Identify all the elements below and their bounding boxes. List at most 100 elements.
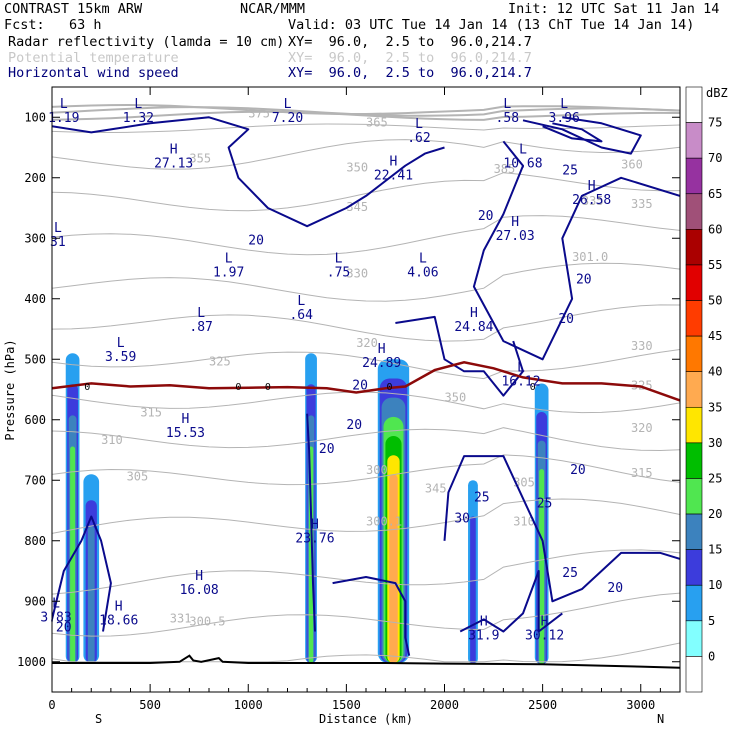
extremum-L-marker-6: L — [415, 117, 423, 132]
theta-contour-9 — [52, 304, 680, 342]
field3-xy: XY= 96.0, 2.5 to 96.0,214.7 — [288, 65, 532, 81]
wind-contour-9 — [52, 515, 112, 632]
colorbar-level-5: 5 — [708, 614, 715, 628]
extremum-value-13: 1.97 — [213, 265, 244, 280]
colorbar-swatch-7 — [685, 335, 703, 373]
colorbar-swatch-1 — [685, 122, 703, 159]
theta-label-1: 375 — [248, 106, 270, 120]
colorbar-swatch-5 — [685, 264, 703, 301]
extremum-H-marker-8: H — [390, 155, 398, 170]
wind-contour-6 — [332, 576, 411, 656]
extremum-L-marker-3: L — [284, 97, 292, 112]
wind-contour-3 — [522, 116, 642, 155]
x-tick-label-1000: 1000 — [234, 698, 263, 712]
colorbar-unit: dBZ — [706, 86, 728, 100]
theta-label-12: 305 — [127, 469, 149, 483]
extremum-value-25: 3.83 — [40, 610, 71, 625]
extremum-value-22: 15.53 — [166, 426, 205, 441]
wind-label-7: 20 — [319, 442, 335, 457]
reflectivity-col-5-band-2 — [470, 516, 476, 664]
extremum-value-12: 27.03 — [496, 229, 535, 244]
theta-contour-17 — [52, 103, 680, 115]
x-tick-label-0: 0 — [48, 698, 55, 712]
theta-contour-5 — [52, 454, 680, 486]
theta-contour-12 — [52, 172, 680, 212]
theta-label-27: 335 — [631, 197, 653, 211]
y-tick-label-600: 600 — [24, 413, 46, 427]
theta-contour-10 — [52, 262, 680, 302]
theta-label-10: 315 — [140, 406, 162, 420]
extremum-value-5: 3.96 — [549, 111, 580, 126]
theta-contour-13 — [52, 139, 680, 170]
x-tick-label-500: 500 — [139, 698, 161, 712]
extremum-value-3: 7.20 — [272, 111, 303, 126]
freezing-level-label-5: 0 — [530, 382, 536, 393]
colorbar-level-40: 40 — [708, 365, 722, 379]
y-tick-label-100: 100 — [24, 110, 46, 124]
theta-label-25: 350 — [445, 391, 467, 405]
wind-label-11: 25 — [474, 490, 490, 505]
wind-label-5: 20 — [576, 273, 592, 288]
extremum-value-1: 1.19 — [48, 111, 79, 126]
colorbar-swatch-13 — [685, 549, 703, 586]
extremum-L-marker-9: L — [519, 143, 527, 158]
wind-label-8: 20 — [570, 463, 586, 478]
field2-xy: XY= 96.0, 2.5 to 96.0,214.7 — [288, 50, 532, 66]
extremum-value-4: .58 — [496, 111, 519, 126]
theta-label-21: 320 — [631, 421, 653, 435]
extremum-value-11: 31 — [50, 235, 66, 250]
theta-label-15: 300.5 — [189, 614, 225, 628]
theta-label-13: 300 — [366, 463, 388, 477]
extremum-value-28: 30.12 — [525, 628, 564, 643]
theta-contour-4 — [52, 498, 680, 534]
theta-label-18: 385 — [494, 162, 516, 176]
wind-label-1: 20 — [248, 233, 264, 248]
theta-label-24: 305 — [513, 475, 535, 489]
freezing-level-label-1: 0 — [84, 382, 90, 393]
colorbar-level-10: 10 — [708, 578, 722, 592]
theta-label-14: 300.1 — [366, 515, 402, 529]
terrain-layer — [52, 654, 680, 669]
colorbar-level-50: 50 — [708, 294, 722, 308]
field2-name: Potential temperature — [8, 50, 179, 66]
x-end-label-south: S — [95, 712, 102, 726]
reflectivity-col-2-band-3 — [87, 526, 95, 663]
theta-label-26: 345 — [425, 481, 447, 495]
x-axis-title: Distance (km) — [319, 712, 413, 726]
extremum-L-marker-13: L — [225, 251, 233, 266]
colorbar-level-25: 25 — [708, 471, 722, 485]
theta-contour-11 — [52, 215, 680, 256]
theta-label-2: 365 — [366, 115, 388, 129]
wind-label-12: 25 — [537, 496, 553, 511]
colorbar-swatch-4 — [685, 229, 703, 266]
wind-label-6: 20 — [558, 312, 574, 327]
colorbar-level-30: 30 — [708, 436, 722, 450]
reflectivity-col-4-band-7 — [389, 474, 398, 664]
extremum-value-9: 10.68 — [503, 157, 542, 172]
extremum-value-6: .62 — [407, 131, 430, 146]
extremum-value-24: 16.08 — [180, 583, 219, 598]
y-axis-title: Pressure (hPa) — [3, 339, 17, 440]
wind-label-14: 20 — [56, 621, 72, 636]
extremum-value-2: 1.32 — [123, 111, 154, 126]
colorbar-level-45: 45 — [708, 329, 722, 343]
model-title: CONTRAST 15km ARW — [4, 1, 143, 17]
extremum-value-7: 27.13 — [154, 157, 193, 172]
theta-label-22: 315 — [631, 466, 653, 480]
extremum-H-marker-23: H — [311, 518, 319, 533]
extremum-H-marker-26: H — [115, 599, 123, 614]
freezing-level-label-3: 0 — [265, 382, 271, 393]
wind-contour-4 — [542, 122, 603, 143]
extremum-L-marker-5: L — [560, 97, 568, 112]
colorbar-swatch-3 — [685, 193, 703, 230]
y-tick-label-900: 900 — [24, 594, 46, 608]
extremum-L-marker-4: L — [503, 97, 511, 112]
extremum-value-17: .87 — [189, 320, 212, 335]
extremum-value-18: 24.84 — [454, 320, 493, 335]
colorbar-level-0: 0 — [708, 649, 715, 663]
field3-name: Horizontal wind speed — [8, 65, 179, 81]
colorbar-level-35: 35 — [708, 400, 722, 414]
extremum-L-marker-2: L — [134, 97, 142, 112]
